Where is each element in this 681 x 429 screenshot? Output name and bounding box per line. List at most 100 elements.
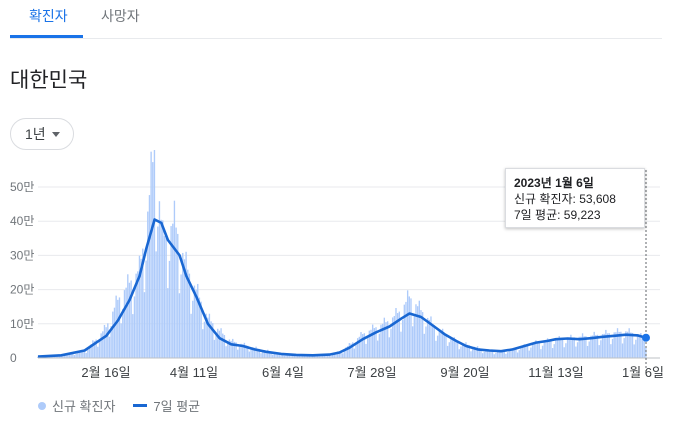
daily-case-bar <box>188 273 191 358</box>
daily-case-bar <box>490 351 492 358</box>
chart-legend: 신규 확진자 7일 평균 <box>38 396 200 415</box>
daily-case-bar <box>98 341 101 358</box>
daily-case-bar <box>223 335 226 358</box>
daily-case-bar <box>123 290 126 358</box>
daily-case-bar <box>163 235 166 358</box>
daily-case-bar <box>413 316 415 358</box>
daily-case-bar <box>353 348 356 358</box>
daily-case-bar <box>233 341 236 358</box>
daily-case-bar <box>525 345 527 358</box>
daily-case-bar <box>470 351 472 358</box>
daily-case-bar <box>371 324 374 358</box>
daily-case-bar <box>550 340 552 358</box>
daily-case-bar <box>420 310 422 358</box>
daily-case-bar <box>580 336 582 358</box>
daily-case-bar <box>250 349 252 358</box>
daily-case-bar <box>606 333 609 358</box>
daily-case-bar <box>456 341 459 358</box>
daily-case-bar <box>143 292 146 358</box>
tab-deaths[interactable]: 사망자 <box>101 8 140 24</box>
daily-case-bar <box>593 331 595 358</box>
daily-case-bar <box>242 344 244 358</box>
daily-case-bar <box>463 343 465 358</box>
daily-case-bar <box>105 327 107 358</box>
daily-case-bar <box>235 342 237 358</box>
daily-case-bar <box>207 317 209 358</box>
daily-case-bar <box>450 337 452 358</box>
x-tick-label: 1월 6일 <box>622 365 664 380</box>
x-tick-label: 9월 20일 <box>440 365 489 380</box>
daily-case-bar <box>93 341 96 358</box>
daily-case-bar <box>618 331 620 358</box>
daily-case-bar <box>508 349 510 358</box>
daily-case-bar <box>173 200 176 358</box>
daily-case-bar <box>603 333 605 358</box>
x-tick-label: 2월 16일 <box>81 365 130 380</box>
daily-case-bar <box>426 317 429 358</box>
daily-case-bar <box>471 349 474 358</box>
daily-case-bar <box>446 345 449 358</box>
daily-case-bar <box>610 344 612 358</box>
daily-case-bar <box>621 343 624 358</box>
region-title: 대한민국 <box>10 69 88 92</box>
daily-case-bar <box>605 329 607 358</box>
daily-case-bar <box>441 328 444 358</box>
daily-case-bar <box>333 353 336 358</box>
daily-case-bar <box>401 320 404 358</box>
daily-case-bar <box>581 333 584 358</box>
daily-case-bar <box>501 350 504 358</box>
daily-case-bar <box>305 354 307 358</box>
daily-case-bar <box>408 296 410 358</box>
daily-case-bar <box>566 338 569 358</box>
daily-case-bar <box>330 355 332 358</box>
daily-case-bar <box>511 348 514 358</box>
daily-case-bar <box>410 298 412 358</box>
tab-cases[interactable]: 확진자 <box>29 8 68 24</box>
daily-case-bar <box>175 227 177 358</box>
daily-case-bar <box>145 260 147 358</box>
daily-case-bar <box>628 328 630 358</box>
daily-case-bar <box>80 349 82 358</box>
daily-case-bar <box>516 352 519 358</box>
daily-case-bar <box>60 355 62 358</box>
daily-case-bar <box>535 340 537 358</box>
daily-case-bar <box>108 336 111 358</box>
daily-case-bar <box>506 352 509 358</box>
daily-case-bar <box>491 351 494 358</box>
daily-case-bar <box>135 273 137 358</box>
daily-case-bar <box>620 331 622 358</box>
daily-case-bar <box>138 255 141 358</box>
daily-case-bar <box>252 347 254 358</box>
daily-case-bar <box>405 301 407 358</box>
daily-case-bar <box>82 350 84 358</box>
daily-case-bar <box>416 306 419 358</box>
daily-case-bar <box>208 313 211 358</box>
daily-case-bar <box>253 347 256 358</box>
daily-case-bar <box>636 334 639 358</box>
cases-chart[interactable]: 0 10만 20만 30만 40만 50만 2월 16일 4월 11일 6월 4일 7월 28일 9… <box>0 150 681 392</box>
daily-case-bar <box>322 354 324 358</box>
daily-case-bar <box>85 352 87 358</box>
daily-case-bar <box>110 326 112 358</box>
daily-case-bar <box>518 350 520 358</box>
daily-case-bar <box>461 343 464 358</box>
daily-case-bar <box>388 337 390 358</box>
daily-case-bar <box>495 352 497 358</box>
daily-case-bar <box>531 343 534 358</box>
daily-case-bar <box>317 355 319 358</box>
daily-case-bar <box>312 355 314 358</box>
daily-case-bar <box>418 300 420 358</box>
daily-case-bar <box>445 335 447 358</box>
daily-case-bar <box>345 347 347 358</box>
time-range-dropdown[interactable]: 1년 <box>10 118 74 150</box>
daily-case-bar <box>546 338 549 358</box>
daily-case-bar <box>488 350 490 358</box>
daily-case-bar <box>165 233 167 358</box>
daily-case-bar <box>293 354 296 358</box>
daily-case-bar <box>125 287 127 358</box>
daily-case-bar <box>443 334 445 358</box>
daily-case-bar <box>220 328 222 358</box>
daily-case-bar <box>611 338 614 358</box>
daily-case-bar <box>325 354 327 358</box>
daily-case-bar <box>400 331 402 358</box>
